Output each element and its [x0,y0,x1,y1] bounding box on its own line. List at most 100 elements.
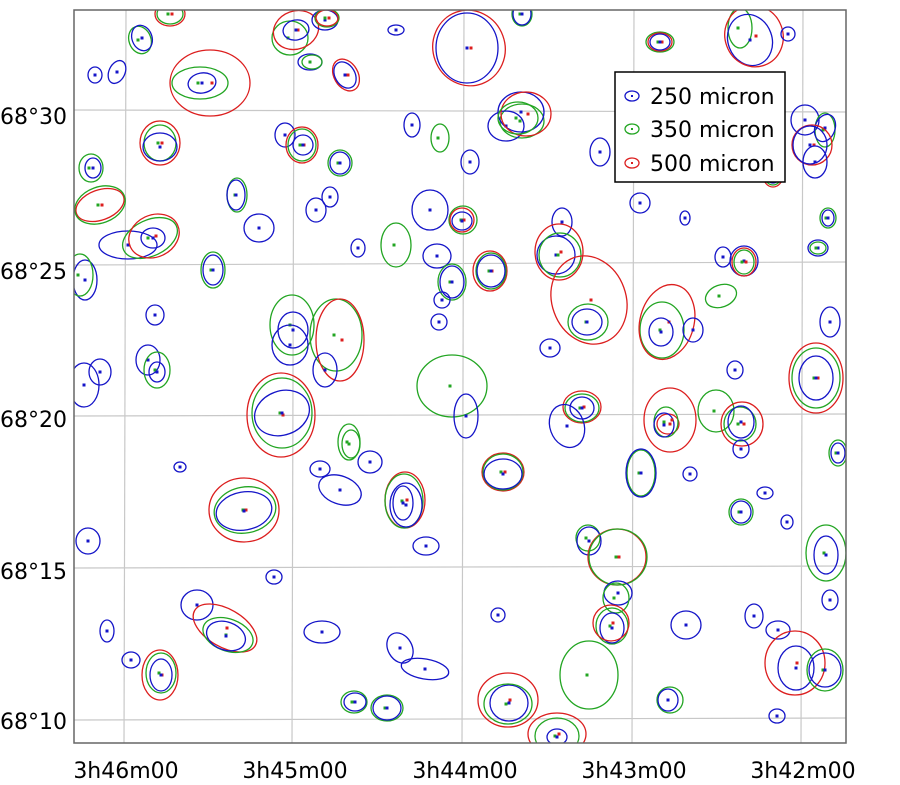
source-center-dot [318,467,322,471]
source-center-dot [129,658,133,662]
ellipse-250-micron [387,24,405,36]
ellipse-250-micron [277,311,309,349]
ellipse-500-micron [192,603,258,653]
ellipse-350-micron [588,528,648,586]
source-center-dot [507,701,511,705]
ellipse-350-micron [121,216,179,260]
source-center-dot [712,409,716,413]
source-center-dot [356,246,360,250]
ellipse-350-micron [309,298,363,372]
source-center-dot [308,60,312,64]
source-center-dot [98,370,102,374]
ellipse-250-micron [74,259,98,301]
source-center-dot [343,73,347,77]
ra-grid-line [461,10,465,743]
source-center-dot [662,423,666,427]
ellipse-250-micron [439,265,465,299]
ellipse-350-micron [626,449,656,497]
ellipse-250-micron [625,448,657,498]
source-center-dot [503,470,507,474]
source-center-dot [518,12,522,16]
ellipse-350-micron [143,124,177,162]
source-center-dot [733,368,737,372]
source-center-dot [742,422,746,426]
ellipse-250-micron [87,66,103,84]
source-center-dot [234,193,238,197]
ellipse-500-micron [550,255,628,345]
ellipse-350-micron [301,54,323,70]
source-center-dot [742,259,746,263]
ellipse-250-micron [756,486,774,500]
ellipse-250-micron [821,589,839,611]
source-center-dot [812,376,816,380]
ellipse-250-micron [75,527,101,555]
ellipse-350-micron [819,207,837,229]
source-center-dot [140,36,144,40]
source-center-dot [336,161,340,165]
ellipse-350-micron [697,389,735,433]
ellipse-500-micron [315,298,365,382]
ellipse-250-micron [821,209,835,227]
ellipse-500-micron [731,247,757,277]
source-center-dot [155,370,159,374]
ellipse-500-micron [285,126,319,164]
source-center-dot [739,447,743,451]
source-center-dot [153,313,157,317]
ellipse-350-micron [534,717,580,743]
source-center-dot [244,508,248,512]
source-center-dot [154,234,158,238]
source-center-dot [126,243,130,247]
ellipse-350-micron [416,354,488,418]
ellipse-350-micron [287,128,317,162]
source-center-dot [639,471,643,475]
source-center-dot [100,203,104,207]
ellipse-500-micron [764,630,826,696]
ellipse-250-micron [386,632,414,664]
dec-grid-line [74,565,846,569]
source-center-dot [320,630,324,634]
ellipse-350-micron [511,10,533,27]
source-center-dot [296,28,300,32]
source-center-dot [225,626,229,630]
legend: 250 micron 350 micron 500 micron [614,71,786,183]
source-center-dot [717,294,721,298]
ellipse-250-micron [777,645,815,691]
source-center-dot [166,12,170,16]
ellipse-250-micron [792,125,828,165]
ellipse-250-micron [400,657,450,681]
ellipse-350-micron [340,690,368,714]
ellipse-500-micron [472,250,508,292]
dec-grid-line [74,261,846,266]
source-center-dot [668,422,672,426]
source-center-dot [812,143,816,147]
ellipse-500-micron [562,390,602,424]
ellipse-350-micron [171,66,229,100]
source-center-dot [158,145,162,149]
ellipse-250-micron [653,412,675,438]
ellipse-350-micron [567,303,609,341]
source-center-dot [468,160,472,164]
legend-marker-350 [624,123,640,135]
ellipse-250-micron [145,304,165,326]
ellipse-250-micron [780,514,794,530]
ellipse-250-micron [333,61,357,89]
source-center-dot [157,671,161,675]
ellipse-350-micron [337,423,361,461]
source-center-dot [423,667,427,671]
ellipse-500-micron [432,10,506,87]
ellipse-350-micron [482,453,524,491]
ellipse-350-micron [475,252,507,290]
ellipse-250-micron [830,442,846,464]
legend-marker-250 [624,90,640,102]
ellipse-250-micron [546,728,568,743]
source-center-dot [464,414,468,418]
source-center-dot [146,236,150,240]
source-center-dot [556,253,560,257]
source-center-dot [514,116,518,120]
ellipse-500-micron [154,10,186,27]
ellipse-250-micron [808,652,842,688]
source-center-dot [737,510,741,514]
ellipse-350-micron [602,582,630,614]
ellipse-250-micron [411,189,449,231]
ellipse-350-micron [448,205,478,235]
